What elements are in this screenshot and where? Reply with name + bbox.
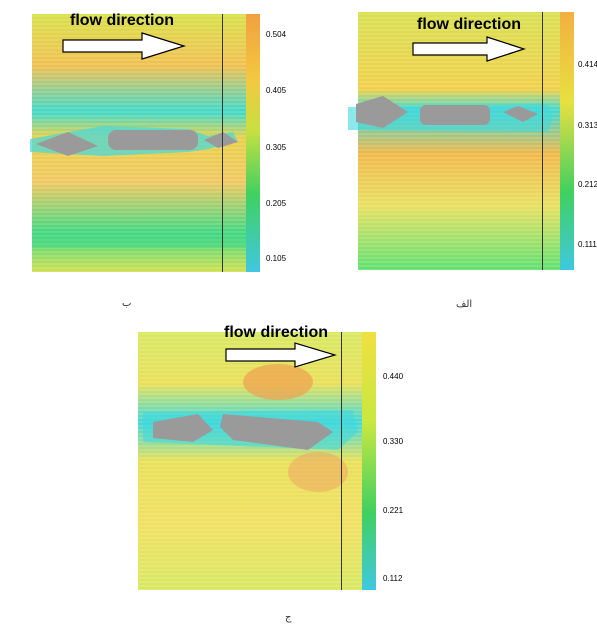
obstacle-shape — [204, 132, 238, 148]
panel-caption-b: ب — [122, 298, 132, 309]
vertical-reference-line-alef — [542, 12, 543, 270]
obstacle-shape — [108, 130, 198, 150]
velocity-field-plot-b — [8, 14, 248, 272]
flow-direction-label-jim: flow direction — [224, 324, 328, 341]
panel-caption-jim: ج — [285, 612, 292, 623]
velocity-field-svg-jim — [138, 332, 362, 590]
panel-caption-alef: الف — [456, 299, 473, 310]
colorbar-tick-jim-3: 0.221 — [383, 506, 404, 515]
colorbar-tick-alef-3: 0.212 — [578, 180, 597, 189]
colorbar-tick-b-4: 0.205 — [266, 199, 287, 208]
colorbar-jim — [362, 332, 376, 590]
flow-direction-arrow-b — [62, 32, 187, 60]
colorbar-tick-alef-4: 0.111 — [578, 240, 597, 249]
colorbar-tick-b-2: 0.405 — [266, 86, 287, 95]
obstacle-shape — [420, 105, 490, 125]
colorbar-b — [246, 14, 260, 272]
obstacle-shape — [356, 96, 408, 128]
flow-direction-label-alef: flow direction — [417, 16, 521, 33]
colorbar-tick-b-5: 0.105 — [266, 254, 287, 263]
obstacle-shape — [503, 106, 538, 122]
colorbar-tick-alef-1: 0.414 — [578, 60, 597, 69]
flow-direction-label-b: flow direction — [70, 12, 174, 29]
vertical-reference-line-jim — [341, 332, 342, 590]
obstacle-shape — [220, 414, 333, 450]
velocity-field-plot-jim — [138, 332, 362, 590]
flow-direction-arrow-alef — [412, 36, 526, 62]
colorbar-tick-jim-4: 0.112 — [383, 574, 403, 583]
obstacle-shape — [36, 132, 98, 156]
obstacle-shape — [153, 414, 213, 442]
colorbar-tick-alef-2: 0.313 — [578, 121, 597, 130]
colorbar-tick-jim-2: 0.330 — [383, 437, 404, 446]
colorbar-alef — [560, 12, 574, 270]
vertical-reference-line-b — [222, 14, 223, 272]
colorbar-tick-b-1: 0.504 — [266, 30, 287, 39]
velocity-field-svg-b — [8, 14, 248, 272]
flow-direction-arrow-jim — [225, 342, 337, 368]
colorbar-tick-jim-1: 0.440 — [383, 372, 404, 381]
colorbar-tick-b-3: 0.305 — [266, 143, 287, 152]
